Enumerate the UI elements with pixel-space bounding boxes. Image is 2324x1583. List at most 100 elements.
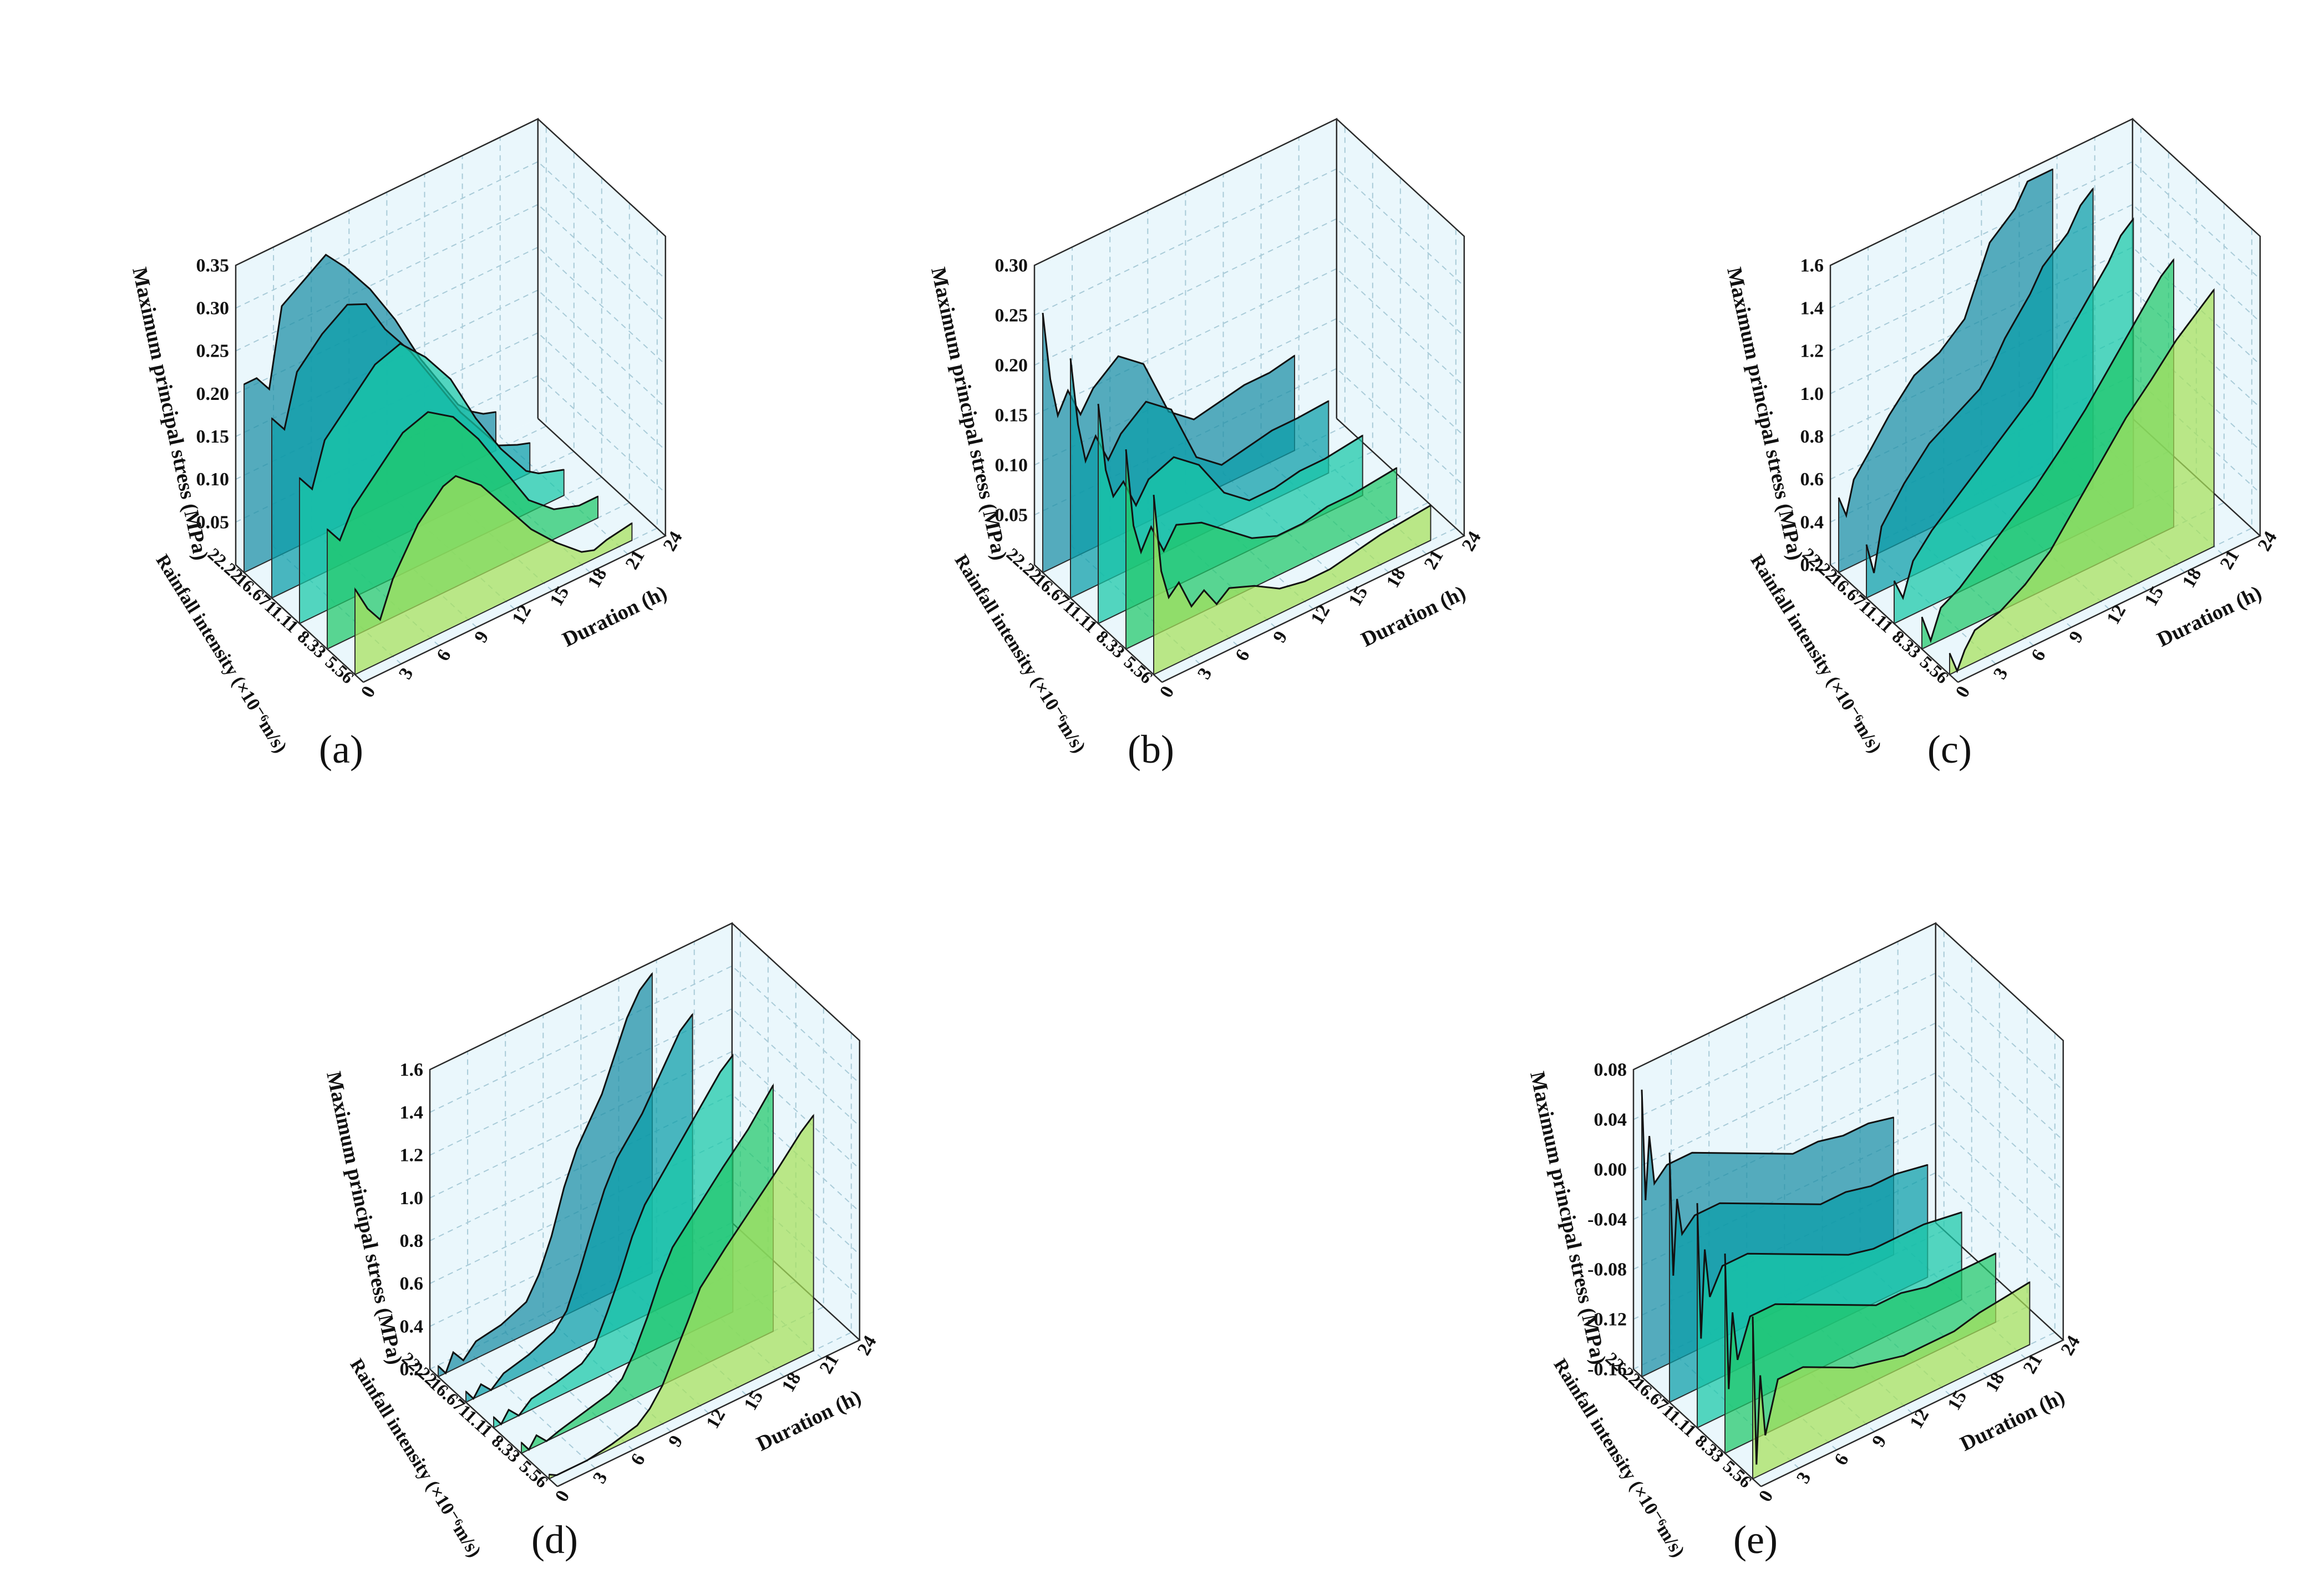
grid-line-y	[1830, 204, 2261, 352]
y-tick-label: 0.4	[400, 1316, 424, 1337]
x-tick-label: 3	[1194, 664, 1216, 683]
axis-line	[2132, 118, 2261, 536]
series-line-22-22	[437, 973, 653, 1375]
grid-line-y	[1034, 218, 1465, 366]
y-tick-label: -0.12	[1587, 1309, 1627, 1330]
x-tick-label: 6	[2027, 646, 2050, 664]
x-tick-label: 9	[1269, 628, 1292, 646]
x-tick-label: 3	[589, 1469, 612, 1487]
x-tick-label: 0	[357, 683, 380, 701]
y-tick-label: 0.20	[196, 384, 230, 404]
series-line-16-67	[1865, 188, 2094, 574]
series-group	[243, 253, 633, 676]
series-line-5-56	[1752, 1281, 2031, 1465]
x-axis-title: Duration (h)	[559, 581, 671, 652]
y-tick-label: -0.04	[1587, 1209, 1627, 1230]
x-tick-label: 0	[1952, 683, 1975, 701]
y-tick-label: 0.6	[400, 1273, 424, 1294]
series-line-5-56	[1153, 495, 1432, 608]
y-tick-label: 0.10	[995, 455, 1028, 475]
y-tick-label: 0.20	[995, 355, 1028, 376]
y-tick-label: 0.6	[1800, 469, 1824, 490]
axis-line	[537, 118, 667, 536]
x-tick-label: 6	[1231, 646, 1254, 664]
x-tick-label: 0	[1156, 683, 1179, 701]
series-line-11-11	[1696, 1203, 1962, 1339]
series-line-16-67	[1668, 1153, 1928, 1276]
x-tick-label: 0	[551, 1487, 574, 1505]
x-tick-label: 6	[627, 1450, 649, 1469]
grid-line-y	[235, 161, 666, 309]
x-tick-label: 3	[1990, 664, 2012, 683]
series-line-16-67	[1069, 358, 1330, 466]
axis-line	[1033, 118, 1338, 683]
y-tick-label: 0.00	[1594, 1159, 1627, 1180]
series-line-11-11	[1097, 404, 1363, 508]
series-line-16-67	[465, 1013, 693, 1401]
y-tick-label: 0.25	[995, 305, 1028, 326]
axis-line	[1935, 922, 2064, 1340]
y-tick-label: 0.30	[995, 255, 1028, 276]
series-line-22-22	[1042, 313, 1295, 420]
y-tick-label: 0.30	[196, 298, 230, 319]
axis-line	[429, 922, 733, 1487]
series-group	[1641, 1089, 2031, 1480]
panel-caption: (d)	[531, 1518, 578, 1562]
y-tick-label: 1.6	[400, 1059, 424, 1080]
series-line-11-11	[1893, 218, 2134, 601]
series-line-8-33	[1125, 449, 1397, 555]
y-axis-title: Maximum principal stress (MPa)	[1722, 265, 1807, 562]
y-tick-label: 0.2	[400, 1359, 424, 1379]
x-axis-title: Duration (h)	[2154, 581, 2266, 652]
grid-line-y	[1034, 168, 1465, 316]
y-tick-label: 1.2	[1800, 341, 1824, 362]
axis-line	[731, 922, 861, 1340]
x-tick-label: 9	[470, 628, 493, 646]
axis-line	[1336, 118, 1465, 536]
y-tick-label: 1.4	[1800, 298, 1824, 319]
y-tick-label: 1.0	[1800, 384, 1824, 404]
x-tick-label: 3	[1793, 1469, 1815, 1487]
series-line-8-33	[520, 1084, 774, 1452]
y-tick-label: -0.08	[1587, 1259, 1627, 1280]
series-line-11-11	[493, 1054, 734, 1426]
x-tick-label: 6	[433, 646, 455, 664]
series-line-8-33	[1921, 259, 2175, 643]
y-tick-label: 1.4	[400, 1103, 424, 1123]
series-group	[437, 972, 814, 1480]
grid-line-y	[1830, 161, 2261, 309]
panel-b: 0.050.100.150.200.250.30036912151821245.…	[926, 118, 1485, 772]
series-group	[1042, 313, 1432, 676]
grid-line-y	[1830, 246, 2261, 394]
y-tick-label: 0.2	[1800, 555, 1824, 575]
panel-caption: (e)	[1733, 1518, 1778, 1562]
x-tick-label: 9	[1868, 1432, 1891, 1450]
series-line-5-56	[1948, 289, 2215, 673]
series-line-8-33	[327, 411, 598, 542]
series-group	[1838, 168, 2215, 676]
axis-frame	[1033, 118, 1465, 683]
x-axis-title: Duration (h)	[753, 1386, 865, 1456]
grid-line-y	[1633, 1022, 2064, 1170]
x-tick-label: 6	[1830, 1450, 1853, 1469]
grid-line-x	[499, 137, 628, 555]
grid-line-y	[429, 1136, 860, 1285]
y-tick-label: 0.10	[196, 469, 230, 490]
x-tick-label: 9	[664, 1432, 687, 1450]
grid-line-y	[429, 1051, 860, 1199]
y-tick-label: 0.8	[400, 1231, 424, 1251]
axis-frame	[235, 118, 667, 683]
x-axis-title: Duration (h)	[1957, 1386, 2069, 1456]
y-tick-label: 0.15	[196, 427, 230, 447]
series-line-8-33	[1724, 1252, 1996, 1389]
y-tick-label: 0.8	[1800, 427, 1824, 447]
panel-caption: (a)	[319, 727, 363, 772]
axis-line	[235, 118, 539, 683]
series-line-11-11	[299, 342, 564, 491]
y-tick-label: -0.16	[1587, 1359, 1627, 1379]
side-pane	[537, 119, 666, 536]
panel-caption: (c)	[1927, 727, 1972, 772]
series-line-5-56	[354, 475, 633, 621]
series-line-22-22	[1641, 1089, 1894, 1200]
